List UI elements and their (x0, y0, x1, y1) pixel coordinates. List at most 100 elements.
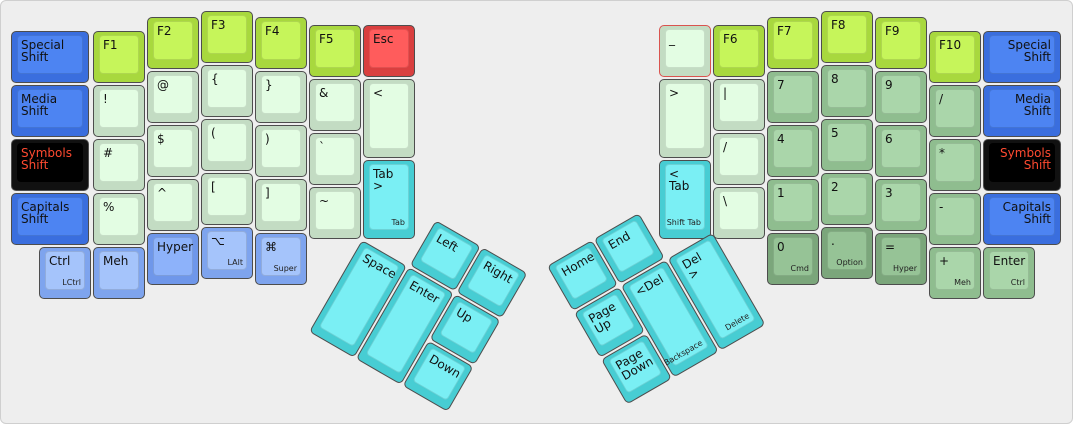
key: < (363, 79, 415, 158)
key-cap: Esc (369, 29, 409, 68)
key: + Meh (929, 247, 981, 299)
key-legend: } (265, 78, 273, 92)
key: Esc (363, 25, 415, 77)
key: F6 (713, 25, 765, 77)
key: ] (255, 179, 307, 231)
key: ~ (309, 187, 361, 239)
key-legend: < Tab (669, 167, 690, 193)
key: Tab > Tab (363, 160, 415, 239)
key-legend: F9 (885, 24, 900, 38)
key-legend: ) (265, 132, 270, 146)
key-cap: Enter Ctrl (989, 251, 1029, 290)
key-legend: { (211, 72, 219, 86)
key-legend: <Del (632, 271, 666, 299)
key-sublegend: Backspace (662, 338, 705, 368)
key-sublegend: Delete (723, 311, 751, 333)
key-legend: Left (433, 231, 461, 255)
key-legend: 8 (831, 72, 839, 86)
key: 8 (821, 65, 873, 117)
key: { (201, 65, 253, 117)
key-legend: Page Down (613, 346, 656, 384)
key-legend: F6 (723, 32, 738, 46)
key-legend: \ (723, 194, 728, 208)
key-legend: 4 (777, 132, 785, 146)
key-legend: Page Up (586, 299, 619, 337)
key-cap: ] (261, 183, 301, 222)
key: % (93, 193, 145, 245)
key: ^ (147, 179, 199, 231)
key-legend: Meh (103, 254, 129, 268)
key-legend: 7 (777, 78, 785, 92)
key: Enter Ctrl (983, 247, 1035, 299)
key-cap: # (99, 143, 139, 182)
key-legend: 1 (777, 186, 785, 200)
key: 4 (767, 125, 819, 177)
key-cap: Hyper (153, 237, 193, 276)
key: Capitals Shift (11, 193, 89, 245)
key-legend: 5 (831, 126, 839, 140)
key-legend: Del > (679, 249, 704, 283)
key-cap: Meh (99, 251, 139, 290)
key-cap: . Option (827, 231, 867, 270)
key: # (93, 139, 145, 191)
key-legend: > (669, 86, 680, 100)
key-sublegend: Meh (954, 278, 971, 287)
key-cap: Capitals Shift (17, 197, 83, 236)
key-legend: ⌥ (211, 234, 225, 248)
key-cap: [ (207, 177, 247, 216)
key-cap: Media Shift (989, 89, 1055, 128)
key-legend: 2 (831, 180, 839, 194)
key-cap: 6 (881, 129, 921, 168)
key: F4 (255, 17, 307, 69)
key-cap: / (719, 137, 759, 176)
key-cap: 3 (881, 183, 921, 222)
key-cap: > (665, 83, 705, 149)
key: / (713, 133, 765, 185)
key: F2 (147, 17, 199, 69)
key-cap: F5 (315, 29, 355, 68)
key: 0 Cmd (767, 233, 819, 285)
key: F3 (201, 11, 253, 63)
key-legend: 9 (885, 78, 893, 92)
key-cap: ( (207, 123, 247, 162)
key-legend: F1 (103, 38, 118, 52)
key-cap: F4 (261, 21, 301, 60)
key-legend: Right (480, 258, 516, 287)
key-legend: ( (211, 126, 216, 140)
key: Special Shift (11, 31, 89, 83)
key-cap: F9 (881, 21, 921, 60)
key-legend: F2 (157, 24, 172, 38)
key: Symbols Shift (11, 139, 89, 191)
key-sublegend: Cmd (790, 264, 809, 273)
key-legend: Enter (993, 254, 1026, 268)
key: & (309, 79, 361, 131)
key-cap: Tab > Tab (369, 164, 409, 230)
key-legend: ! (103, 92, 108, 106)
key-legend: Media Shift (1014, 92, 1051, 118)
key-cap: 0 Cmd (773, 237, 813, 276)
key: @ (147, 71, 199, 123)
key: ! (93, 85, 145, 137)
key: * (929, 139, 981, 191)
key-sublegend: Super (273, 264, 297, 273)
key-sublegend: LCtrl (62, 278, 81, 287)
key-legend: Hyper (157, 240, 194, 254)
key-cap: 5 (827, 123, 867, 162)
key-legend: . (831, 234, 835, 248)
key-legend: F10 (939, 38, 962, 52)
key: 6 (875, 125, 927, 177)
key-legend: ⌘ (265, 240, 277, 254)
key-legend: * (939, 146, 945, 160)
key-legend: ` (319, 140, 325, 154)
key-cap: ` (315, 137, 355, 176)
key: F1 (93, 31, 145, 83)
key-cap: Right (466, 253, 521, 308)
key-legend: - (939, 200, 944, 214)
key-legend: F8 (831, 18, 846, 32)
key-cap: F8 (827, 15, 867, 54)
key: > (659, 79, 711, 158)
key: = Hyper (875, 233, 927, 285)
key-legend: $ (157, 132, 165, 146)
key-legend: & (319, 86, 329, 100)
key-legend: Down (426, 351, 464, 381)
